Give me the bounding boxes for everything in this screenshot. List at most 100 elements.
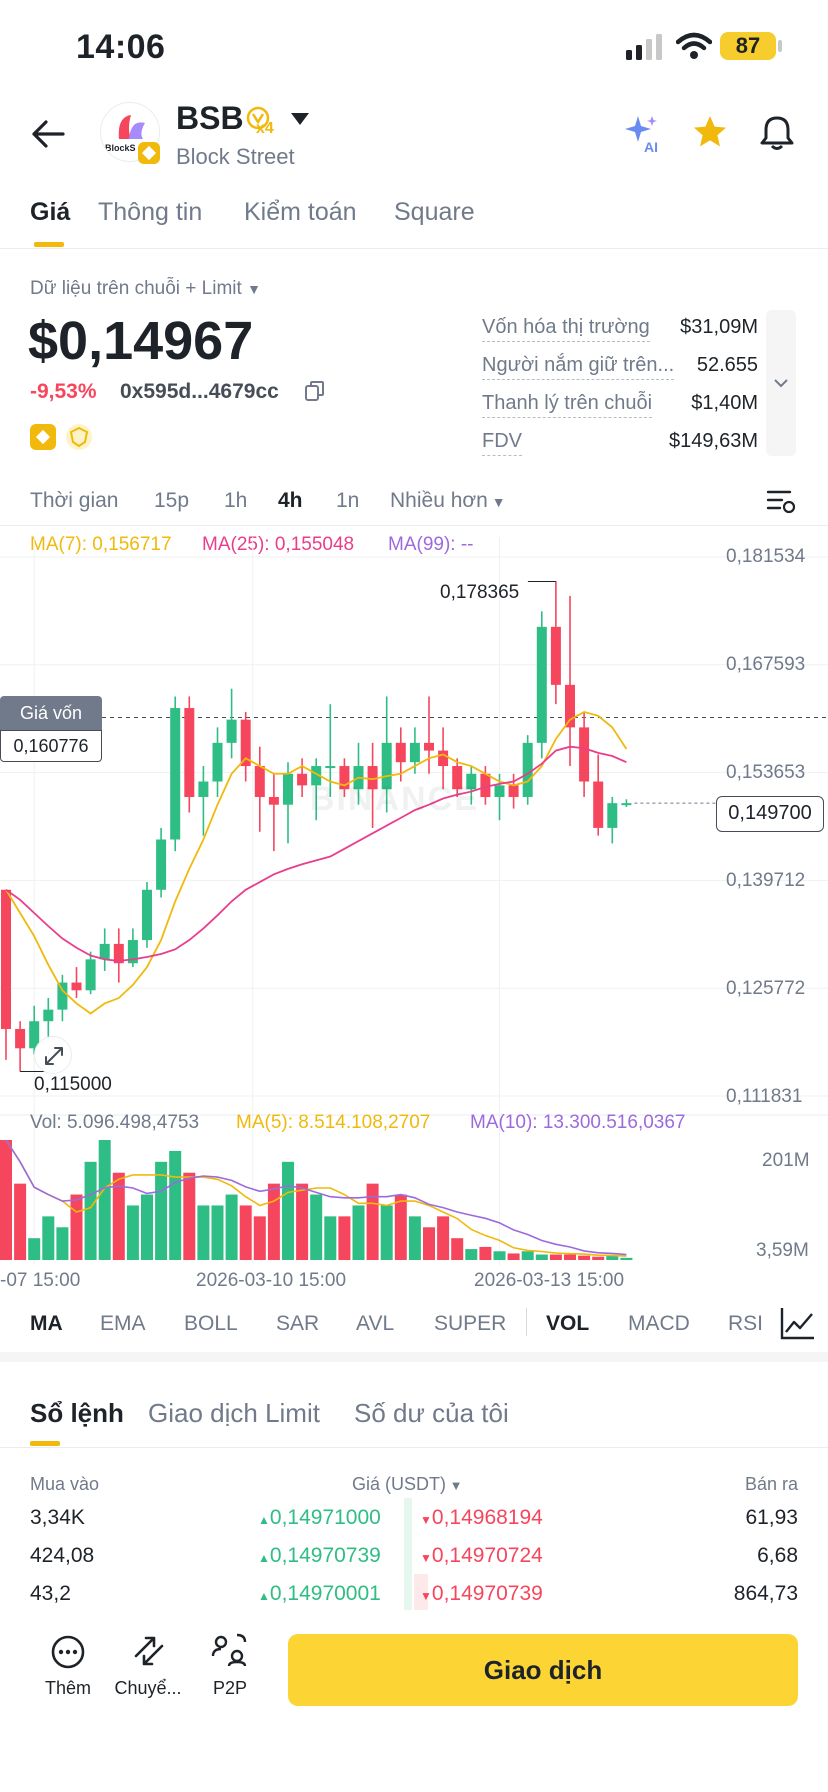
- back-arrow-icon[interactable]: [30, 118, 66, 150]
- indicator-sar[interactable]: SAR: [276, 1312, 320, 1335]
- chevron-down-icon: ▼: [446, 1478, 463, 1493]
- tab-square[interactable]: Square: [394, 198, 475, 226]
- orderbook-sell-header: Bán ra: [744, 1474, 798, 1494]
- orderbook-bid-price[interactable]: ▲0,14970739: [258, 1544, 381, 1568]
- volume-bar: [408, 1216, 421, 1260]
- more-icon[interactable]: [50, 1634, 86, 1670]
- indicator-vol[interactable]: VOL: [546, 1312, 590, 1335]
- timeframe-15m[interactable]: 15p: [154, 489, 190, 512]
- orderbook-ask-price[interactable]: ▼0,14968194: [420, 1506, 543, 1530]
- stat-fdv-label[interactable]: FDV: [482, 430, 522, 456]
- indicator-avl[interactable]: AVL: [356, 1312, 395, 1335]
- volume-bar: [225, 1194, 238, 1260]
- orderbook-bid-price[interactable]: ▲0,14970001: [258, 1582, 381, 1606]
- candle-body: [212, 742, 223, 782]
- stats-expand-button[interactable]: [766, 310, 796, 456]
- timeframe-1h[interactable]: 1h: [224, 489, 248, 512]
- candle-body: [593, 781, 604, 828]
- tab-orderbook[interactable]: Sổ lệnh: [30, 1398, 124, 1428]
- indicator-macd[interactable]: MACD: [628, 1312, 690, 1335]
- orderbook-ask-price[interactable]: ▼0,14970739: [420, 1582, 543, 1606]
- token-logo: BlockS: [100, 102, 160, 162]
- y-tick-label: 0,181534: [726, 546, 806, 567]
- ma7-label: MA(7): 0,156717: [30, 534, 172, 555]
- volume-bar: [169, 1150, 182, 1260]
- timeframe-more[interactable]: Nhiều hơn ▼: [390, 489, 506, 513]
- timeframe-1d[interactable]: 1n: [336, 489, 360, 512]
- watermark: BINANCE: [310, 780, 479, 818]
- volume-bar: [42, 1216, 55, 1260]
- volume-bar: [282, 1161, 294, 1260]
- indicator-ma[interactable]: MA: [30, 1312, 63, 1335]
- stat-holders-value: 52.655: [696, 354, 758, 376]
- low-price-label: 0,115000: [34, 1074, 112, 1095]
- indicator-ema[interactable]: EMA: [100, 1312, 146, 1335]
- svg-text:AI: AI: [644, 139, 658, 154]
- favorite-star-icon[interactable]: [692, 114, 728, 150]
- x-tick-label: 2026-03-13 15:00: [474, 1270, 625, 1291]
- fullscreen-button[interactable]: [34, 1036, 72, 1074]
- timeframe-time[interactable]: Thời gian: [30, 489, 119, 512]
- indicator-boll[interactable]: BOLL: [184, 1312, 238, 1335]
- indicator-settings-button[interactable]: [766, 1300, 828, 1348]
- tab-price[interactable]: Giá: [30, 198, 71, 226]
- p2p-icon[interactable]: [210, 1632, 248, 1670]
- candle-body: [550, 626, 561, 685]
- candle-body: [29, 1021, 40, 1049]
- tab-my-balance[interactable]: Số dư của tôi: [354, 1398, 509, 1428]
- data-source-selector[interactable]: Dữ liệu trên chuỗi + Limit ▼: [30, 278, 261, 300]
- transfer-icon[interactable]: [130, 1632, 168, 1670]
- candle-body: [311, 766, 322, 786]
- more-label[interactable]: Thêm: [44, 1678, 91, 1698]
- token-dropdown-icon[interactable]: [290, 112, 310, 126]
- candle-body: [607, 803, 618, 828]
- p2p-label[interactable]: P2P: [212, 1678, 248, 1698]
- volume-bar: [56, 1227, 69, 1260]
- indicator-super[interactable]: SUPER: [434, 1312, 507, 1335]
- timeframe-4h[interactable]: 4h: [278, 489, 303, 512]
- price-chart[interactable]: [0, 525, 828, 1265]
- volume-bar: [141, 1194, 153, 1260]
- candle-body: [99, 943, 110, 960]
- stat-holders-label[interactable]: Người nắm giữ trên...: [482, 354, 675, 380]
- volume-bar: [465, 1249, 478, 1260]
- ask-price-text: 0,14970739: [431, 1582, 543, 1605]
- tab-active-indicator: [34, 242, 64, 247]
- shield-badge-icon: [66, 424, 92, 450]
- volume-bar: [535, 1254, 548, 1260]
- indicator-rsi[interactable]: RSI: [728, 1312, 764, 1335]
- volume-bar: [592, 1256, 605, 1260]
- candle-body: [43, 1009, 54, 1022]
- y-tick-label: 0,111831: [726, 1086, 803, 1107]
- notification-bell-icon[interactable]: [760, 114, 794, 152]
- stat-market-cap-label[interactable]: Vốn hóa thị trường: [482, 316, 650, 342]
- bnb-chain-badge-icon: [138, 142, 160, 164]
- ai-sparkle-icon[interactable]: AI: [624, 114, 664, 154]
- volume-ma10-line: [5, 1139, 627, 1256]
- orderbook-ask-price[interactable]: ▼0,14970724: [420, 1544, 543, 1568]
- volume-bar: [366, 1183, 379, 1260]
- volume-bar: [578, 1255, 591, 1260]
- down-triangle-icon: ▼: [420, 1513, 432, 1527]
- volume-bar: [155, 1161, 168, 1260]
- cost-basis-tag: Giá vốn: [0, 696, 102, 730]
- orderbook-buy-qty: 43,2: [30, 1582, 71, 1605]
- volume-bar: [28, 1238, 41, 1260]
- candle-body: [170, 708, 181, 840]
- tab-info[interactable]: Thông tin: [98, 198, 203, 226]
- trade-button[interactable]: Giao dịch: [288, 1634, 798, 1706]
- orderbook-bid-price[interactable]: ▲0,14971000: [258, 1506, 381, 1530]
- tab-audit[interactable]: Kiểm toán: [244, 198, 357, 226]
- cost-basis-value: 0,160776: [0, 730, 102, 762]
- tab-limit-trades[interactable]: Giao dịch Limit: [148, 1398, 320, 1428]
- orderbook-buy-qty: 3,34K: [30, 1506, 85, 1529]
- orderbook-price-header[interactable]: Giá (USDT) ▼: [352, 1474, 462, 1495]
- down-triangle-icon: ▼: [420, 1551, 432, 1565]
- transfer-label[interactable]: Chuyể...: [114, 1678, 182, 1698]
- chevron-down-icon: ▼: [487, 494, 506, 510]
- expand-icon: [45, 1047, 63, 1065]
- up-triangle-icon: ▲: [258, 1513, 270, 1527]
- chart-settings-icon[interactable]: [766, 486, 796, 516]
- copy-icon[interactable]: [304, 380, 326, 402]
- stat-liquidity-label[interactable]: Thanh lý trên chuỗi: [482, 392, 653, 418]
